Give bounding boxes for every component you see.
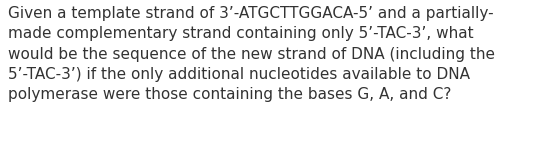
Text: Given a template strand of 3’-ATGCTTGGACA-5’ and a partially-
made complementary: Given a template strand of 3’-ATGCTTGGAC… <box>8 6 496 102</box>
